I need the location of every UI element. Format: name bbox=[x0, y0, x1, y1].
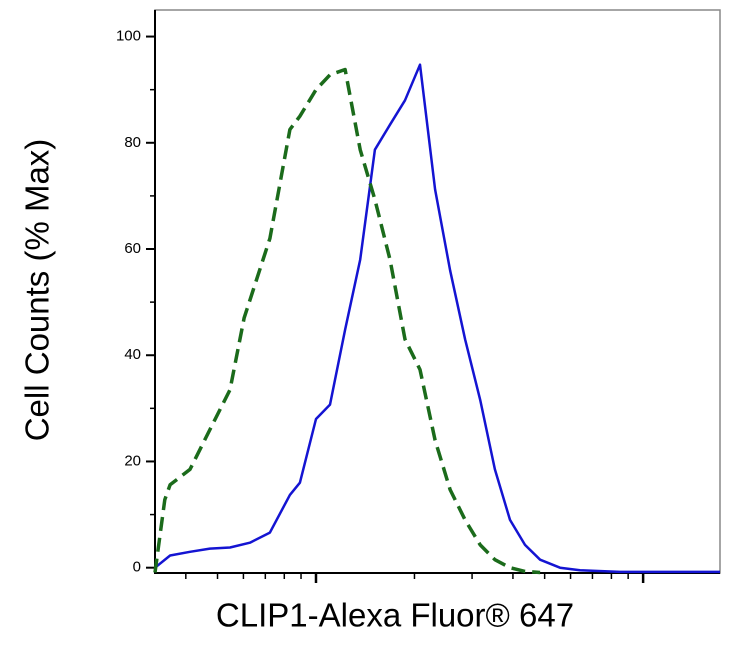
series-line bbox=[153, 67, 541, 575]
y-tick-label: 80 bbox=[124, 134, 141, 151]
y-tick-label: 40 bbox=[124, 346, 141, 363]
y-tick-label: 20 bbox=[124, 452, 141, 469]
y-tick-label: 0 bbox=[133, 559, 141, 576]
y-tick-label: 100 bbox=[116, 28, 141, 45]
series-line bbox=[154, 63, 720, 574]
x-axis-title: CLIP1-Alexa Fluor® 647 bbox=[216, 597, 574, 634]
y-axis-title: Cell Counts (% Max) bbox=[19, 139, 56, 442]
y-tick-label: 60 bbox=[124, 240, 141, 257]
plot-frame bbox=[154, 9, 721, 574]
